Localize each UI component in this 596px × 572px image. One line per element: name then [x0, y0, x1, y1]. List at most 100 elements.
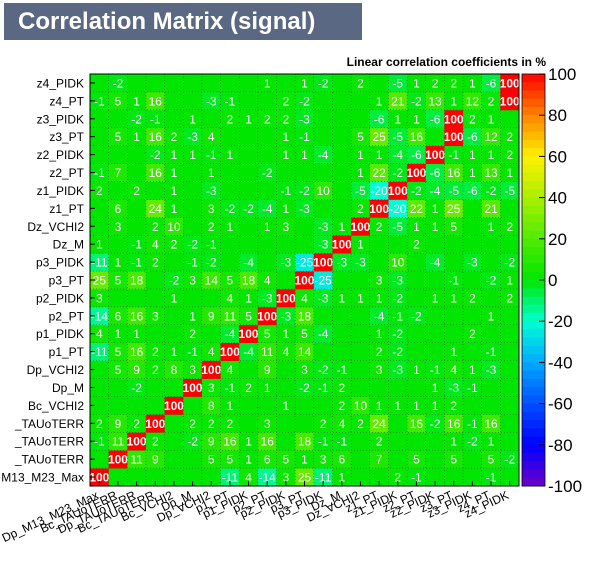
- heatmap-cell: [425, 181, 445, 200]
- cell-value-label: -1: [467, 417, 478, 431]
- cell-value-label: -2: [318, 76, 329, 90]
- colorbar-segment: [522, 288, 545, 297]
- cell-value-label: 1: [488, 435, 495, 449]
- cell-value-label: -5: [448, 184, 459, 198]
- heatmap-cell: [313, 414, 333, 433]
- heatmap-cell: [220, 378, 240, 397]
- heatmap-cell: [145, 145, 166, 164]
- heatmap-cell: [164, 235, 184, 254]
- heatmap-cell: [127, 74, 147, 93]
- cell-value-label: 2: [283, 112, 290, 126]
- heatmap-cell: [295, 145, 315, 164]
- heatmap-cell: [444, 468, 464, 487]
- cell-value-label: 4: [283, 345, 290, 359]
- cell-value-label: -4: [374, 309, 385, 323]
- heatmap-cell: [90, 450, 110, 469]
- heatmap-cell: [463, 450, 483, 469]
- heatmap-cell: [463, 127, 483, 147]
- cell-value-label: -4: [318, 327, 329, 341]
- heatmap-cell: [463, 91, 483, 111]
- heatmap-cell: [183, 217, 203, 236]
- heatmap-cell: [239, 91, 259, 111]
- heatmap-cell: [108, 181, 128, 200]
- cell-value-label: -1: [150, 112, 161, 126]
- cell-value-label: 2: [506, 291, 513, 305]
- cell-value-label: -3: [262, 291, 273, 305]
- cell-value-label: 1: [189, 148, 196, 162]
- heatmap-cell: [108, 360, 128, 379]
- heatmap-cell: [313, 199, 333, 218]
- heatmap-cell: [239, 306, 259, 326]
- cell-value-label: 21: [391, 94, 405, 108]
- colorbar-segment: [522, 312, 545, 322]
- heatmap-cell: [201, 342, 221, 362]
- heatmap-cell: [463, 468, 483, 487]
- cell-value-label: -2: [504, 453, 515, 467]
- heatmap-cell: [295, 91, 315, 111]
- cell-value-label: 1: [171, 345, 178, 359]
- cell-value-label: -3: [467, 256, 478, 270]
- cell-value-label: 1: [469, 166, 476, 180]
- heatmap-cell: [164, 145, 184, 164]
- heatmap-cell: [351, 74, 371, 93]
- cell-value-label: 9: [115, 417, 122, 431]
- cell-value-label: -1: [467, 381, 478, 395]
- heatmap-cell: [407, 414, 427, 433]
- heatmap-cell: [183, 288, 203, 308]
- cell-value-label: 6: [115, 202, 122, 216]
- colorbar-segment: [522, 428, 545, 438]
- heatmap-cell: [425, 217, 445, 236]
- heatmap-cell: [463, 163, 483, 182]
- colorbar-segment: [522, 247, 545, 256]
- cell-value-label: -6: [411, 148, 422, 162]
- heatmap-cell: [481, 288, 501, 308]
- heatmap-cell: [351, 414, 371, 433]
- cell-value-label: -3: [299, 202, 310, 216]
- heatmap-cell: [220, 127, 240, 147]
- heatmap-cell: [332, 360, 352, 379]
- cell-value-label: -11: [315, 471, 332, 485]
- heatmap-cell: [332, 217, 352, 236]
- cell-value-label: 2: [152, 256, 159, 270]
- y-tick-label: Dp_M: [52, 381, 84, 395]
- heatmap-cell: [164, 109, 184, 129]
- heatmap-cell: [239, 199, 259, 218]
- heatmap-cell: [295, 378, 315, 397]
- cell-value-label: 21: [484, 202, 498, 216]
- heatmap-cell: [500, 360, 520, 379]
- cell-value-label: -1: [187, 345, 198, 359]
- heatmap-cell: [220, 288, 240, 308]
- heatmap-cell: [239, 324, 259, 344]
- heatmap-cell: [481, 91, 501, 111]
- heatmap-cell: [500, 181, 520, 200]
- heatmap-cell: [425, 235, 445, 254]
- heatmap-cell: [257, 217, 277, 236]
- heatmap-cell: [145, 306, 166, 326]
- cell-value-label: -1: [336, 363, 347, 377]
- heatmap-cell: [369, 288, 389, 308]
- cell-value-label: 1: [376, 327, 383, 341]
- heatmap-cell: [145, 217, 166, 236]
- cell-value-label: -1: [299, 130, 310, 144]
- cell-value-label: 100: [332, 238, 352, 252]
- colorbar-tick-label: 60: [548, 147, 567, 166]
- heatmap-cell: [388, 324, 408, 344]
- heatmap-cell: [164, 342, 184, 362]
- heatmap-cell: [332, 306, 352, 326]
- colorbar-tick-label: 0: [548, 271, 557, 290]
- cell-value-label: -2: [467, 435, 478, 449]
- heatmap-cell: [183, 414, 203, 433]
- colorbar-tick-label: 100: [548, 65, 576, 84]
- heatmap-cell: [257, 306, 277, 326]
- cell-value-label: 5: [227, 274, 234, 288]
- cell-value-label: 1: [488, 112, 495, 126]
- cell-value-label: 5: [115, 94, 122, 108]
- heatmap-cell: [332, 396, 352, 415]
- colorbar-segment: [522, 148, 545, 157]
- heatmap-cell: [500, 450, 520, 469]
- colorbar-segment: [522, 106, 545, 116]
- cell-value-label: 100: [164, 399, 184, 413]
- cell-value-label: -2: [113, 76, 124, 90]
- cell-value-label: 100: [276, 291, 296, 305]
- cell-value-label: 16: [149, 130, 163, 144]
